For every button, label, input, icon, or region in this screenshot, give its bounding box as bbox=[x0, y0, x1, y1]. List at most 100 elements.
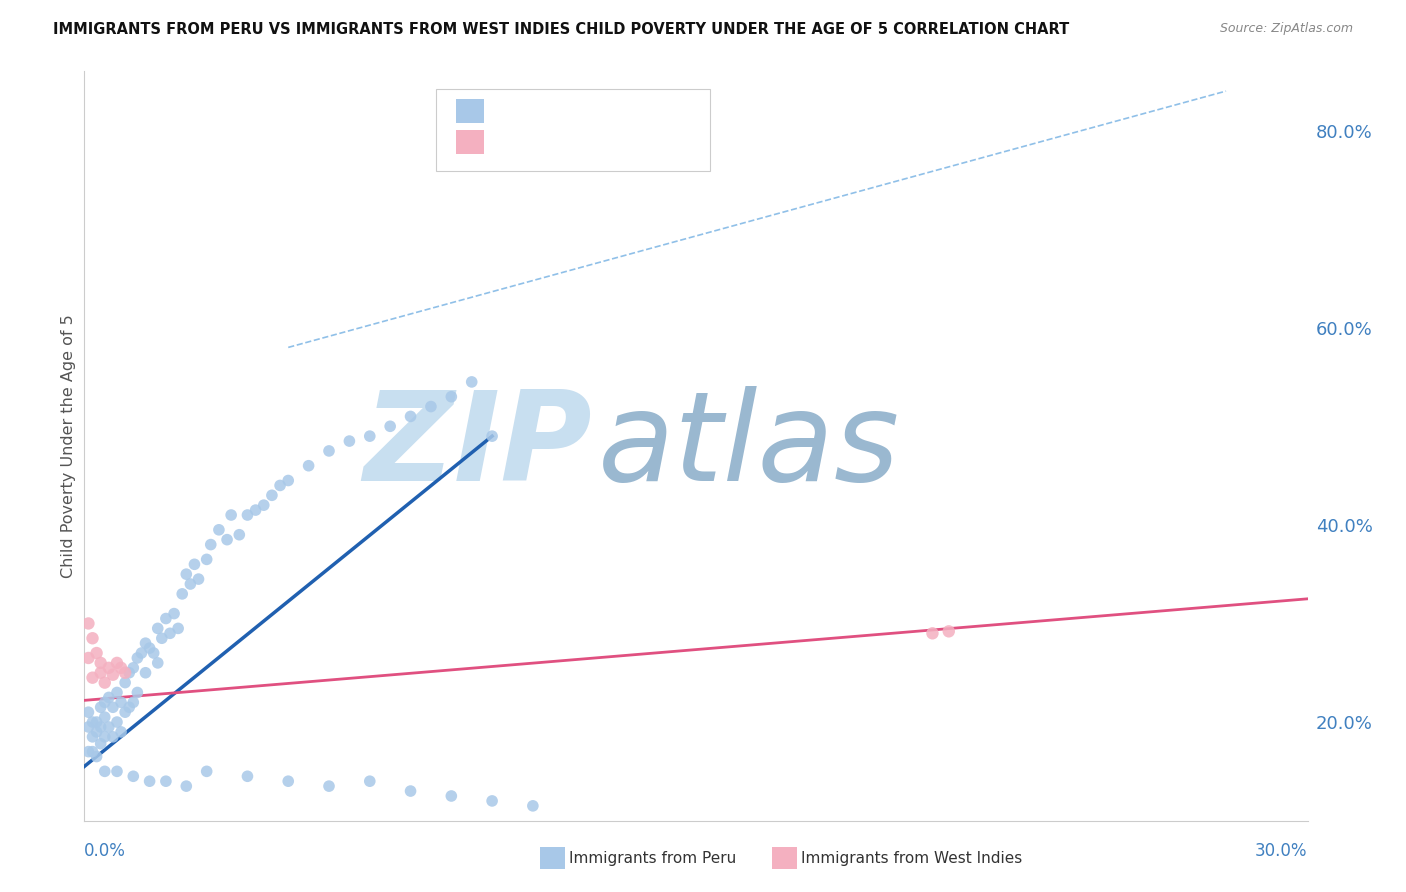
Point bbox=[183, 558, 205, 572]
Point bbox=[101, 667, 124, 681]
Text: R = 0.519: R = 0.519 bbox=[491, 103, 567, 118]
Point bbox=[101, 730, 124, 744]
Point bbox=[277, 474, 299, 488]
Point bbox=[77, 720, 100, 734]
Point bbox=[101, 700, 124, 714]
Point bbox=[359, 429, 381, 443]
Point bbox=[440, 789, 463, 803]
Point bbox=[105, 656, 128, 670]
Point bbox=[208, 523, 231, 537]
Point bbox=[159, 626, 181, 640]
Text: atlas: atlas bbox=[598, 385, 900, 507]
Point bbox=[127, 651, 149, 665]
Point bbox=[921, 626, 943, 640]
Point bbox=[399, 409, 422, 424]
Point bbox=[135, 665, 157, 680]
Point bbox=[90, 737, 112, 751]
Point bbox=[93, 675, 115, 690]
Point bbox=[77, 651, 100, 665]
Point bbox=[90, 656, 112, 670]
Point bbox=[339, 434, 361, 448]
Point bbox=[195, 552, 218, 566]
Point bbox=[122, 695, 145, 709]
Point bbox=[77, 616, 100, 631]
Point bbox=[97, 690, 120, 705]
Point bbox=[522, 798, 544, 813]
Point bbox=[97, 720, 120, 734]
Point bbox=[93, 710, 115, 724]
Point bbox=[260, 488, 283, 502]
Point bbox=[420, 400, 443, 414]
Point bbox=[146, 656, 169, 670]
Point bbox=[298, 458, 321, 473]
Point bbox=[131, 646, 153, 660]
Point bbox=[82, 632, 104, 646]
Point bbox=[82, 671, 104, 685]
Point bbox=[90, 665, 112, 680]
Point bbox=[122, 661, 145, 675]
Point bbox=[138, 641, 160, 656]
Text: Immigrants from Peru: Immigrants from Peru bbox=[569, 851, 737, 865]
Point bbox=[359, 774, 381, 789]
Text: IMMIGRANTS FROM PERU VS IMMIGRANTS FROM WEST INDIES CHILD POVERTY UNDER THE AGE : IMMIGRANTS FROM PERU VS IMMIGRANTS FROM … bbox=[53, 22, 1070, 37]
Point bbox=[155, 774, 177, 789]
Point bbox=[82, 714, 104, 729]
Point bbox=[93, 764, 115, 779]
Point bbox=[481, 429, 503, 443]
Point bbox=[86, 749, 108, 764]
Point bbox=[269, 478, 291, 492]
Point bbox=[90, 720, 112, 734]
Text: R = 0.599: R = 0.599 bbox=[491, 135, 568, 149]
Point bbox=[105, 685, 128, 699]
Point bbox=[127, 685, 149, 699]
Point bbox=[461, 375, 484, 389]
Text: N = 15: N = 15 bbox=[598, 135, 655, 149]
Point bbox=[93, 695, 115, 709]
Point bbox=[114, 675, 136, 690]
Point bbox=[90, 700, 112, 714]
Point bbox=[97, 661, 120, 675]
Point bbox=[219, 508, 242, 522]
Point bbox=[82, 745, 104, 759]
Point bbox=[105, 714, 128, 729]
Point bbox=[77, 745, 100, 759]
Point bbox=[440, 390, 463, 404]
Point bbox=[93, 730, 115, 744]
Text: ZIP: ZIP bbox=[363, 385, 592, 507]
Point bbox=[142, 646, 165, 660]
Point bbox=[245, 503, 267, 517]
Point bbox=[118, 700, 141, 714]
Point bbox=[179, 577, 201, 591]
Point bbox=[82, 730, 104, 744]
Point bbox=[277, 774, 299, 789]
Point bbox=[135, 636, 157, 650]
Point bbox=[217, 533, 239, 547]
Point bbox=[86, 714, 108, 729]
Point bbox=[236, 769, 259, 783]
Point bbox=[110, 725, 132, 739]
Point bbox=[146, 621, 169, 635]
Point bbox=[318, 779, 340, 793]
Point bbox=[110, 695, 132, 709]
Point bbox=[122, 769, 145, 783]
Point bbox=[138, 774, 160, 789]
Text: 0.0%: 0.0% bbox=[84, 842, 127, 860]
Point bbox=[110, 661, 132, 675]
Text: N = 85: N = 85 bbox=[598, 103, 655, 118]
Text: Source: ZipAtlas.com: Source: ZipAtlas.com bbox=[1219, 22, 1353, 36]
Point bbox=[318, 444, 340, 458]
Point bbox=[118, 665, 141, 680]
Point bbox=[938, 624, 960, 639]
Point bbox=[150, 632, 173, 646]
Y-axis label: Child Poverty Under the Age of 5: Child Poverty Under the Age of 5 bbox=[60, 314, 76, 578]
Point bbox=[155, 611, 177, 625]
Point bbox=[172, 587, 194, 601]
Point bbox=[253, 498, 276, 512]
Point bbox=[228, 527, 250, 541]
Point bbox=[200, 538, 222, 552]
Point bbox=[195, 764, 218, 779]
Point bbox=[114, 705, 136, 719]
Point bbox=[167, 621, 190, 635]
Point bbox=[174, 779, 197, 793]
Point bbox=[187, 572, 209, 586]
